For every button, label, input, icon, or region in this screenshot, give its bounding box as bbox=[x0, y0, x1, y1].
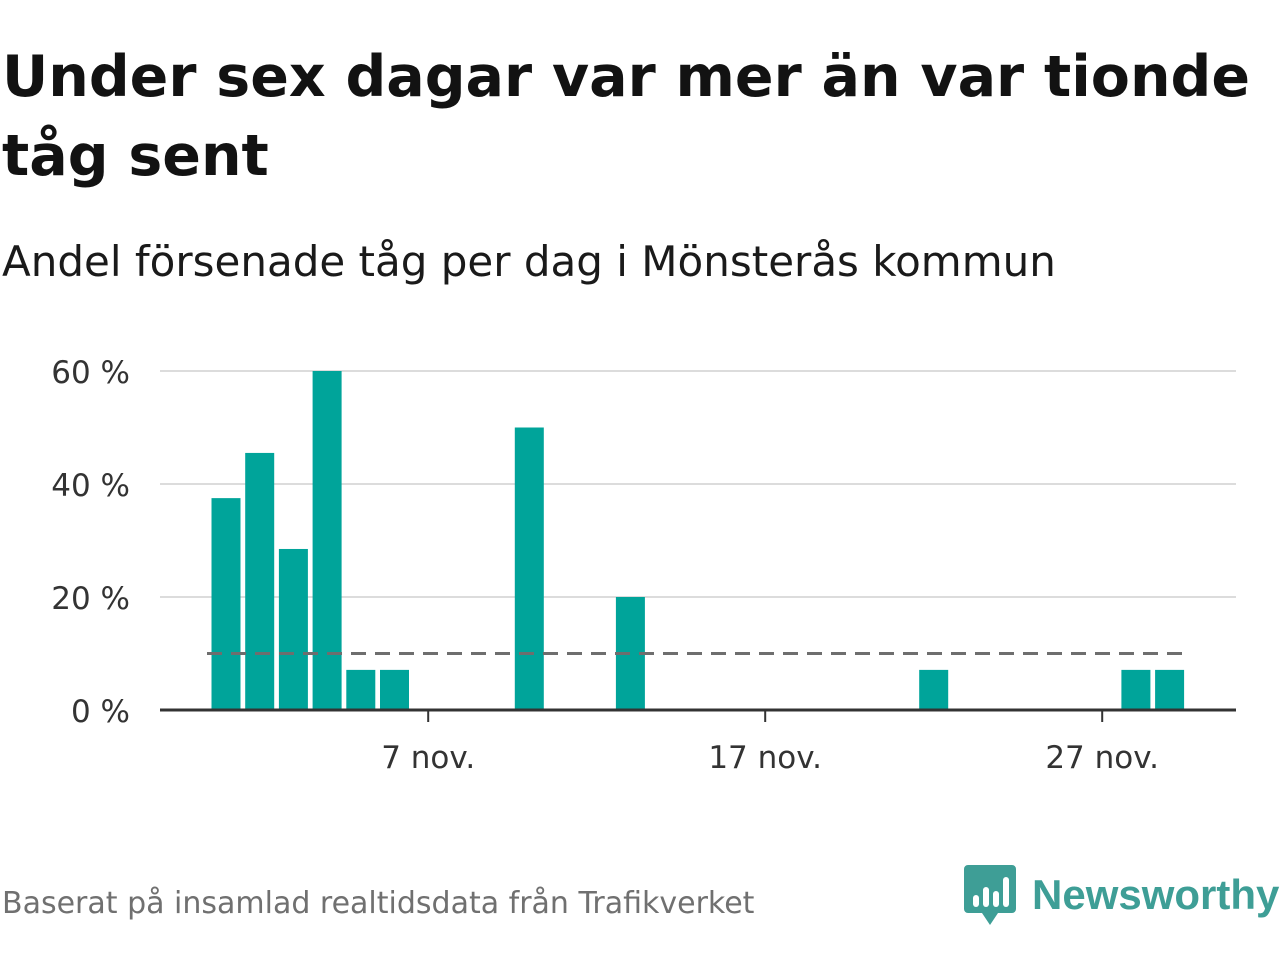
bar bbox=[1121, 669, 1151, 710]
bars bbox=[211, 371, 1185, 710]
bar bbox=[514, 427, 544, 710]
bar bbox=[380, 669, 409, 710]
gridlines bbox=[160, 370, 1236, 598]
bar bbox=[346, 669, 376, 710]
bar bbox=[245, 452, 275, 710]
y-tick-label: 0 % bbox=[71, 694, 130, 730]
y-tick-label: 20 % bbox=[51, 581, 130, 617]
bar bbox=[615, 597, 645, 710]
newsworthy-logo: Newsworthy bbox=[964, 864, 1279, 926]
source-note: Baserat på insamlad realtidsdata från Tr… bbox=[2, 886, 755, 921]
bar bbox=[919, 669, 949, 710]
x-tick-label: 27 nov. bbox=[1045, 740, 1159, 776]
x-tick-label: 17 nov. bbox=[708, 740, 822, 776]
axes: 0 % 20 % 40 % 60 % 7 nov. 17 nov. 27 nov. bbox=[51, 355, 1236, 776]
bar bbox=[278, 548, 308, 710]
bar bbox=[1155, 669, 1185, 710]
y-tick-label: 60 % bbox=[51, 355, 130, 391]
x-tick-label: 7 nov. bbox=[381, 740, 475, 776]
bar bbox=[312, 371, 342, 710]
newsworthy-logo-text: Newsworthy bbox=[1032, 871, 1280, 918]
y-tick-label: 40 % bbox=[51, 468, 130, 504]
chart-subtitle: Andel försenade tåg per dag i Mönsterås … bbox=[2, 237, 1056, 286]
bar bbox=[211, 498, 241, 710]
chart-title: Under sex dagar var mer än var tionde tå… bbox=[2, 44, 1250, 189]
newsworthy-logo-icon bbox=[964, 865, 1016, 925]
